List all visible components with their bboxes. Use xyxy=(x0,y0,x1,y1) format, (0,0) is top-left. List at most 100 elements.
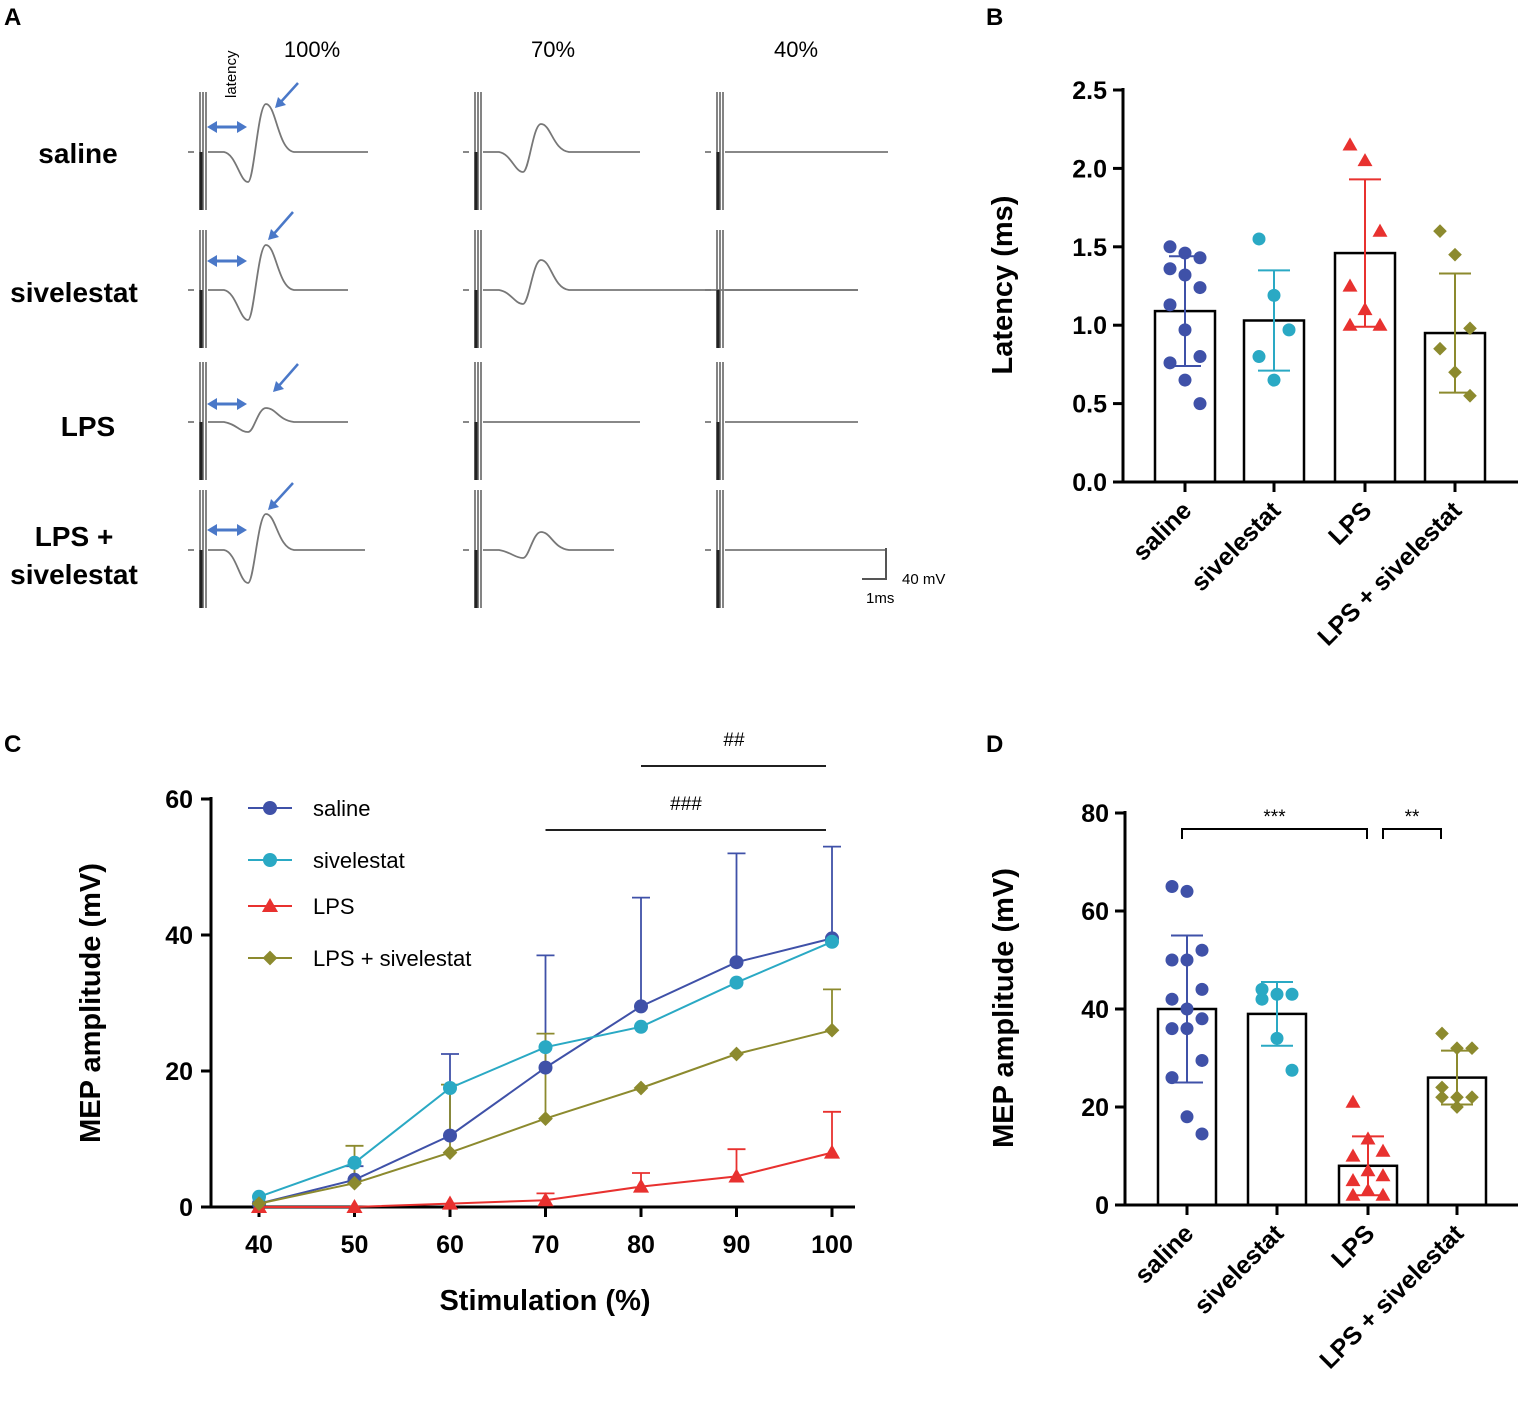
x-tick-label-0: saline xyxy=(1127,496,1197,566)
data-point-1-0 xyxy=(1255,982,1269,996)
latency-arrowhead-left-1 xyxy=(207,255,217,267)
panel-c-xlabel: Stimulation (%) xyxy=(439,1285,650,1317)
data-point-0-12 xyxy=(1165,1071,1179,1085)
data-point-0-2 xyxy=(1193,251,1207,265)
data-point-3-0 xyxy=(1433,224,1447,238)
series-point-3-4 xyxy=(633,1080,649,1096)
row-label-sivelestat: sivelestat xyxy=(10,277,138,308)
peak-arrowhead-1 xyxy=(268,229,279,240)
y-tick-label-3: 60 xyxy=(1081,898,1109,926)
y-tick-label-1: 20 xyxy=(1081,1094,1109,1122)
data-point-1-1 xyxy=(1270,987,1284,1001)
legend-label-1: sivelestat xyxy=(313,848,405,873)
data-point-2-2 xyxy=(1372,223,1388,237)
data-point-0-11 xyxy=(1193,397,1207,411)
latency-arrowhead-left-3 xyxy=(207,524,217,536)
data-point-3-1 xyxy=(1448,247,1462,262)
series-point-1-5 xyxy=(729,975,744,990)
legend-marker-3 xyxy=(262,950,278,966)
data-point-2-3 xyxy=(1345,1148,1361,1162)
scale-bar-voltage: 40 mV xyxy=(902,571,945,588)
series-point-0-5 xyxy=(729,955,744,970)
series-point-2-3 xyxy=(537,1192,554,1207)
x-tick-label-1: 50 xyxy=(341,1231,369,1259)
data-point-1-3 xyxy=(1252,350,1266,364)
series-point-3-3 xyxy=(538,1111,553,1126)
series-point-1-2 xyxy=(443,1081,457,1095)
mep-trace-r1-c0 xyxy=(188,230,348,348)
panel-d-points xyxy=(1165,880,1479,1201)
series-point-0-3 xyxy=(538,1060,553,1075)
series-point-1-1 xyxy=(347,1155,362,1170)
data-point-3-3 xyxy=(1435,1080,1449,1095)
data-point-1-1 xyxy=(1267,288,1281,302)
latency-arrowhead-right-1 xyxy=(237,255,247,267)
sig-label-1: ### xyxy=(670,794,702,815)
peak-arrow-shaft-1 xyxy=(271,211,294,237)
intensity-40: 40% xyxy=(774,37,818,62)
x-tick-label-1: sivelestat xyxy=(1186,496,1287,597)
series-point-2-6 xyxy=(823,1144,841,1159)
series-point-1-3 xyxy=(538,1040,553,1055)
data-point-2-6 xyxy=(1342,317,1358,331)
panel-a-letter: A xyxy=(4,4,21,31)
mep-trace-r3-c2 xyxy=(705,490,886,608)
panel-d-letter: D xyxy=(986,731,1003,758)
data-point-2-6 xyxy=(1345,1173,1361,1187)
y-tick-label-4: 2.0 xyxy=(1072,155,1107,183)
data-point-0-8 xyxy=(1195,1012,1209,1026)
data-point-2-0 xyxy=(1342,137,1358,151)
data-point-0-9 xyxy=(1163,356,1177,370)
x-tick-label-2: LPS xyxy=(1323,496,1377,550)
x-tick-label-1: sivelestat xyxy=(1189,1219,1290,1320)
data-point-2-4 xyxy=(1357,302,1373,316)
legend-label-0: saline xyxy=(313,796,370,821)
y-tick-label-1: 0.5 xyxy=(1072,391,1107,419)
series-point-2-4 xyxy=(632,1178,650,1193)
data-point-0-4 xyxy=(1180,953,1194,967)
y-tick-label-3: 1.5 xyxy=(1072,234,1107,262)
y-tick-label-4: 80 xyxy=(1081,800,1109,828)
data-point-0-10 xyxy=(1178,373,1192,387)
data-point-0-3 xyxy=(1165,953,1179,967)
data-point-0-0 xyxy=(1163,240,1177,254)
significance-label-0: *** xyxy=(1263,807,1286,828)
series-point-0-4 xyxy=(634,999,648,1014)
legend-marker-2 xyxy=(261,897,279,913)
data-point-0-2 xyxy=(1195,943,1209,957)
panel-d-ylabel: MEP amplitude (mV) xyxy=(988,868,1020,1148)
data-point-3-5 xyxy=(1465,1090,1479,1105)
data-point-3-4 xyxy=(1450,1090,1464,1105)
peak-arrowhead-3 xyxy=(268,499,279,510)
data-point-3-1 xyxy=(1450,1041,1464,1056)
series-point-1-4 xyxy=(634,1019,648,1034)
data-point-0-6 xyxy=(1165,992,1179,1006)
series-point-3-1 xyxy=(347,1175,362,1191)
significance-bracket-0 xyxy=(1181,828,1368,839)
data-point-0-13 xyxy=(1180,1110,1194,1124)
data-point-0-7 xyxy=(1180,1002,1194,1016)
mep-trace-r2-c2 xyxy=(705,362,858,480)
mep-trace-r3-c0 xyxy=(188,490,365,608)
intensity-70: 70% xyxy=(531,37,575,62)
row-label-lps-sivelestat-line1: LPS + xyxy=(35,521,114,552)
data-point-2-5 xyxy=(1375,1168,1391,1182)
panel-b-ylabel: Latency (ms) xyxy=(987,196,1019,375)
data-point-2-4 xyxy=(1360,1163,1376,1177)
legend-marker-0 xyxy=(263,801,277,815)
legend-marker-1 xyxy=(263,853,277,867)
data-point-0-10 xyxy=(1180,1022,1194,1036)
panel-c-axes: 0 20 40 60 40 50 60 70 80 90 100 xyxy=(165,786,855,1259)
data-point-0-5 xyxy=(1193,281,1207,295)
series-point-3-0 xyxy=(251,1196,267,1211)
y-tick-label-2: 40 xyxy=(165,922,193,950)
series-point-1-6 xyxy=(825,934,839,949)
data-point-3-2 xyxy=(1463,321,1477,336)
latency-label: latency xyxy=(223,50,240,98)
data-point-1-2 xyxy=(1285,987,1299,1001)
latency-arrowhead-left-2 xyxy=(207,398,217,410)
row-label-lps-sivelestat-line2: sivelestat xyxy=(10,559,138,590)
y-tick-label-0: 0 xyxy=(179,1194,193,1222)
data-point-2-7 xyxy=(1360,1182,1376,1196)
panel-d-annotations: *** ** xyxy=(1181,807,1442,839)
